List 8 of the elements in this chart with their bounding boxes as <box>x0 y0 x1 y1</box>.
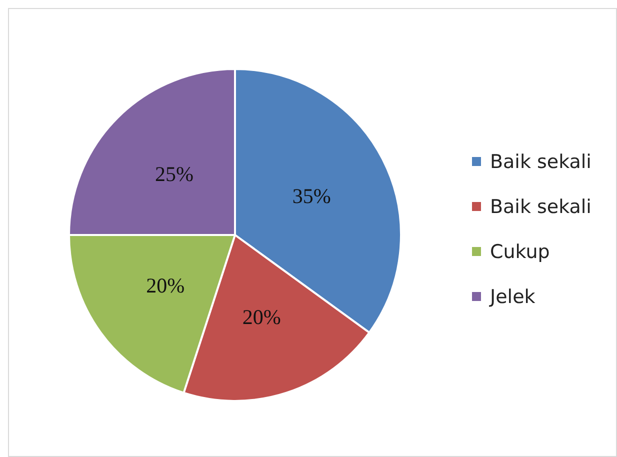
legend-label: Baik sekali <box>490 196 592 218</box>
data-label: 35% <box>292 184 331 208</box>
data-label: 20% <box>146 274 185 298</box>
data-label: 25% <box>154 162 194 186</box>
legend-label: Baik sekali <box>490 150 592 172</box>
data-label: 20% <box>242 304 281 329</box>
legend-label: Jelek <box>490 286 536 308</box>
legend-label: Cukup <box>490 240 550 262</box>
